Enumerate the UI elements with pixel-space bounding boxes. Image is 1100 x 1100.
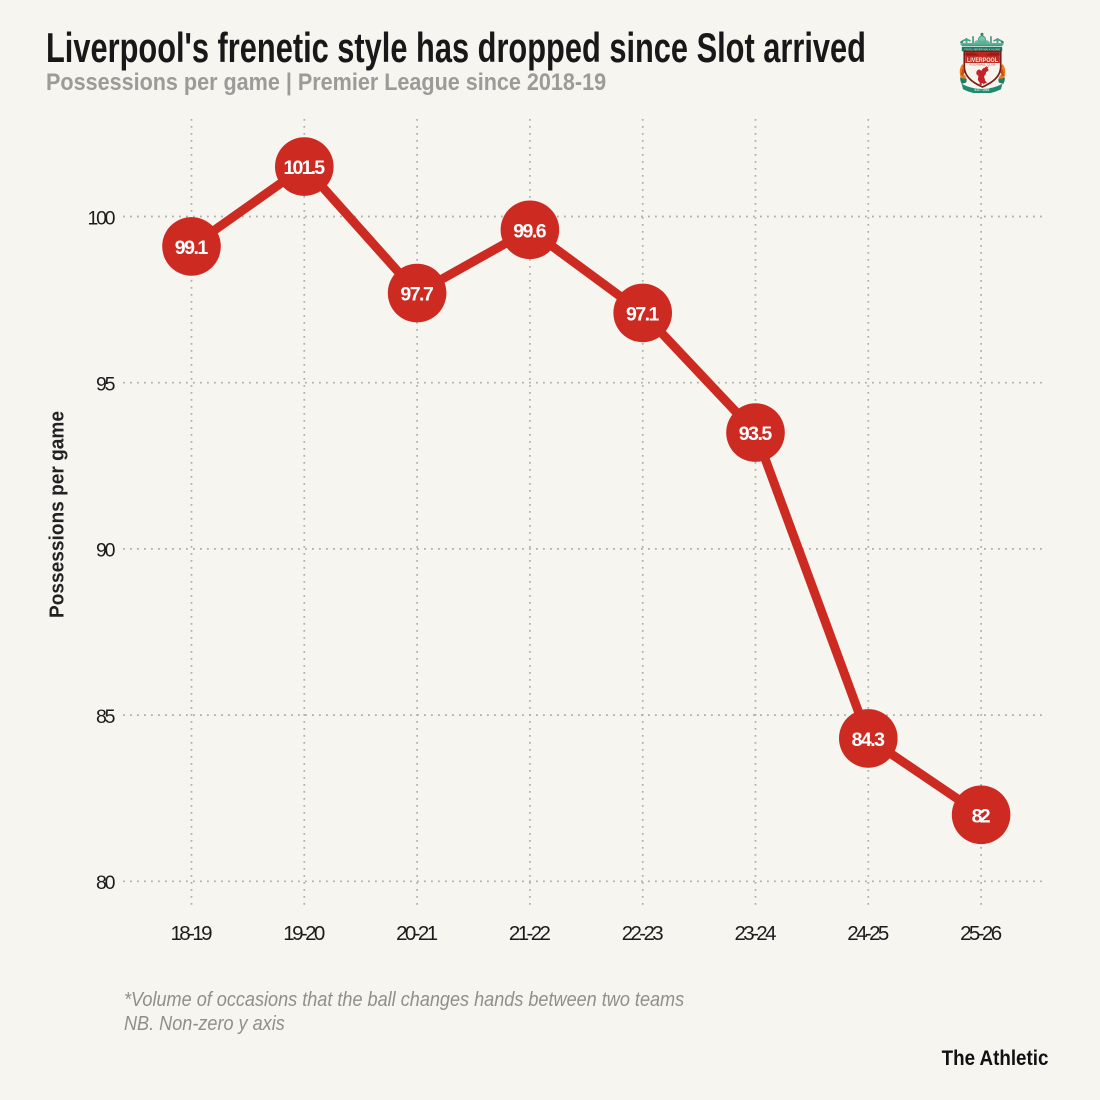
- svg-text:21-22: 21-22: [509, 922, 551, 945]
- svg-text:90: 90: [96, 540, 116, 562]
- svg-text:Possessions per game: Possessions per game: [47, 411, 69, 618]
- svg-text:80: 80: [96, 872, 116, 894]
- svg-text:101.5: 101.5: [283, 157, 325, 179]
- svg-text:24-25: 24-25: [847, 922, 889, 945]
- svg-text:22-23: 22-23: [622, 922, 664, 945]
- svg-text:99.6: 99.6: [513, 220, 547, 242]
- svg-text:93.5: 93.5: [739, 423, 773, 445]
- svg-text:18-19: 18-19: [171, 922, 213, 945]
- svg-text:YOU'LL NEVER WALK ALONE: YOU'LL NEVER WALK ALONE: [964, 47, 1000, 51]
- svg-text:23-24: 23-24: [735, 922, 777, 945]
- svg-text:95: 95: [96, 374, 116, 396]
- svg-text:82: 82: [972, 805, 991, 827]
- svg-text:100: 100: [88, 207, 116, 229]
- svg-text:LIVERPOOL: LIVERPOOL: [967, 57, 998, 64]
- svg-text:85: 85: [96, 706, 116, 728]
- svg-text:20-21: 20-21: [396, 922, 438, 945]
- svg-text:25-26: 25-26: [960, 922, 1002, 945]
- svg-text:FOOTBALL CLUB: FOOTBALL CLUB: [970, 63, 996, 67]
- svg-text:19-20: 19-20: [283, 922, 325, 945]
- svg-text:EST·1892: EST·1892: [975, 87, 991, 92]
- svg-text:97.1: 97.1: [626, 303, 660, 325]
- svg-text:84.3: 84.3: [852, 729, 886, 751]
- svg-text:97.7: 97.7: [400, 284, 433, 306]
- svg-text:99.1: 99.1: [175, 237, 209, 259]
